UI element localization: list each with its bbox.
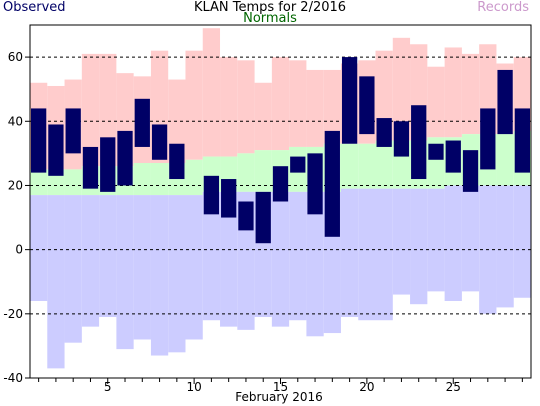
record-low-band [427, 188, 445, 292]
record-low-band [461, 185, 480, 292]
normal-band [150, 162, 169, 196]
x-tick-label: 25 [446, 380, 461, 394]
record-low-band [289, 191, 307, 321]
record-low-band [202, 191, 221, 321]
record-low-band [47, 195, 65, 369]
record-low-band [133, 195, 151, 340]
normal-band [30, 169, 48, 196]
observed-bar [31, 108, 47, 173]
record-high-band [461, 53, 480, 135]
observed-bar [393, 121, 410, 157]
record-high-band [289, 60, 307, 147]
observed-bar [117, 130, 133, 186]
record-high-band [427, 66, 445, 138]
record-high-band [220, 57, 238, 157]
observed-bar [221, 179, 237, 218]
observed-bar [100, 137, 116, 192]
record-high-band [306, 69, 324, 147]
observed-bar [203, 175, 220, 215]
record-low-band [392, 188, 411, 295]
observed-bar [324, 130, 340, 237]
x-tick-label: 5 [104, 380, 112, 394]
record-low-band [340, 188, 359, 318]
record-high-band [271, 57, 290, 151]
observed-bar [376, 118, 392, 147]
record-low-band [358, 188, 376, 321]
observed-bar [65, 108, 81, 154]
observed-bar [428, 143, 444, 160]
observed-bar [480, 108, 496, 170]
record-low-band [496, 185, 514, 308]
observed-bar [48, 124, 64, 176]
record-low-band [150, 195, 169, 356]
record-high-band [375, 50, 393, 141]
y-tick-label: 20 [8, 178, 23, 192]
record-high-band [237, 60, 255, 154]
observed-bar [411, 105, 427, 180]
observed-bar [307, 153, 323, 215]
legend-observed: Observed [3, 0, 66, 15]
legend-normals: Normals [243, 11, 297, 26]
x-axis-label: February 2016 [235, 390, 323, 404]
record-high-band [323, 69, 341, 144]
record-high-band [185, 50, 203, 160]
normal-band [237, 153, 255, 192]
observed-bar [462, 150, 479, 192]
record-high-band [254, 82, 272, 151]
normal-band [375, 140, 393, 189]
record-low-band [116, 195, 134, 350]
chart-title: KLAN Temps for 2/2016 [193, 0, 347, 15]
observed-bar [514, 108, 530, 173]
record-low-band [513, 185, 531, 298]
observed-bars [31, 57, 530, 244]
legend-records: Records [477, 0, 529, 15]
record-low-band [306, 191, 324, 337]
y-tick-label: 0 [15, 243, 23, 257]
record-low-band [30, 195, 48, 301]
y-axis: -40 -20 0 20 40 60 [3, 50, 30, 385]
observed-bar [445, 140, 461, 173]
record-low-band [444, 185, 462, 301]
normal-band [185, 159, 203, 196]
normal-band [358, 143, 376, 189]
x-tick-label: 10 [186, 380, 201, 394]
normal-band [133, 162, 151, 196]
observed-bar [169, 143, 185, 180]
y-tick-label: 60 [8, 50, 23, 64]
record-low-band [410, 188, 428, 305]
y-tick-label: -20 [3, 307, 23, 321]
record-low-band [375, 188, 393, 321]
observed-bar [238, 201, 254, 231]
record-high-band [81, 53, 100, 167]
y-tick-label: 40 [8, 114, 23, 128]
record-high-band [444, 47, 462, 138]
observed-bar [497, 69, 513, 135]
observed-bar [359, 76, 375, 135]
record-low-band [185, 195, 203, 340]
x-tick-label: 15 [273, 380, 288, 394]
record-low-band [271, 191, 290, 327]
observed-bar [290, 156, 306, 173]
record-low-band [220, 191, 238, 327]
observed-bar [255, 191, 271, 244]
record-high-band [202, 28, 221, 157]
normal-band [254, 150, 272, 192]
record-high-band [392, 37, 411, 141]
record-low-band [168, 195, 186, 353]
normal-band [496, 134, 514, 186]
observed-bar [82, 146, 99, 189]
x-axis: 5 10 15 20 25 [38, 378, 523, 394]
y-tick-label: -40 [3, 371, 23, 385]
observed-bar [341, 57, 358, 144]
observed-bar [272, 166, 289, 202]
normal-band [64, 169, 82, 196]
observed-bar [134, 98, 150, 147]
x-tick-label: 20 [359, 380, 374, 394]
record-low-band [81, 195, 100, 327]
observed-bar [151, 124, 168, 160]
record-low-band [99, 195, 117, 318]
record-low-band [64, 195, 82, 343]
normal-band [340, 143, 359, 189]
